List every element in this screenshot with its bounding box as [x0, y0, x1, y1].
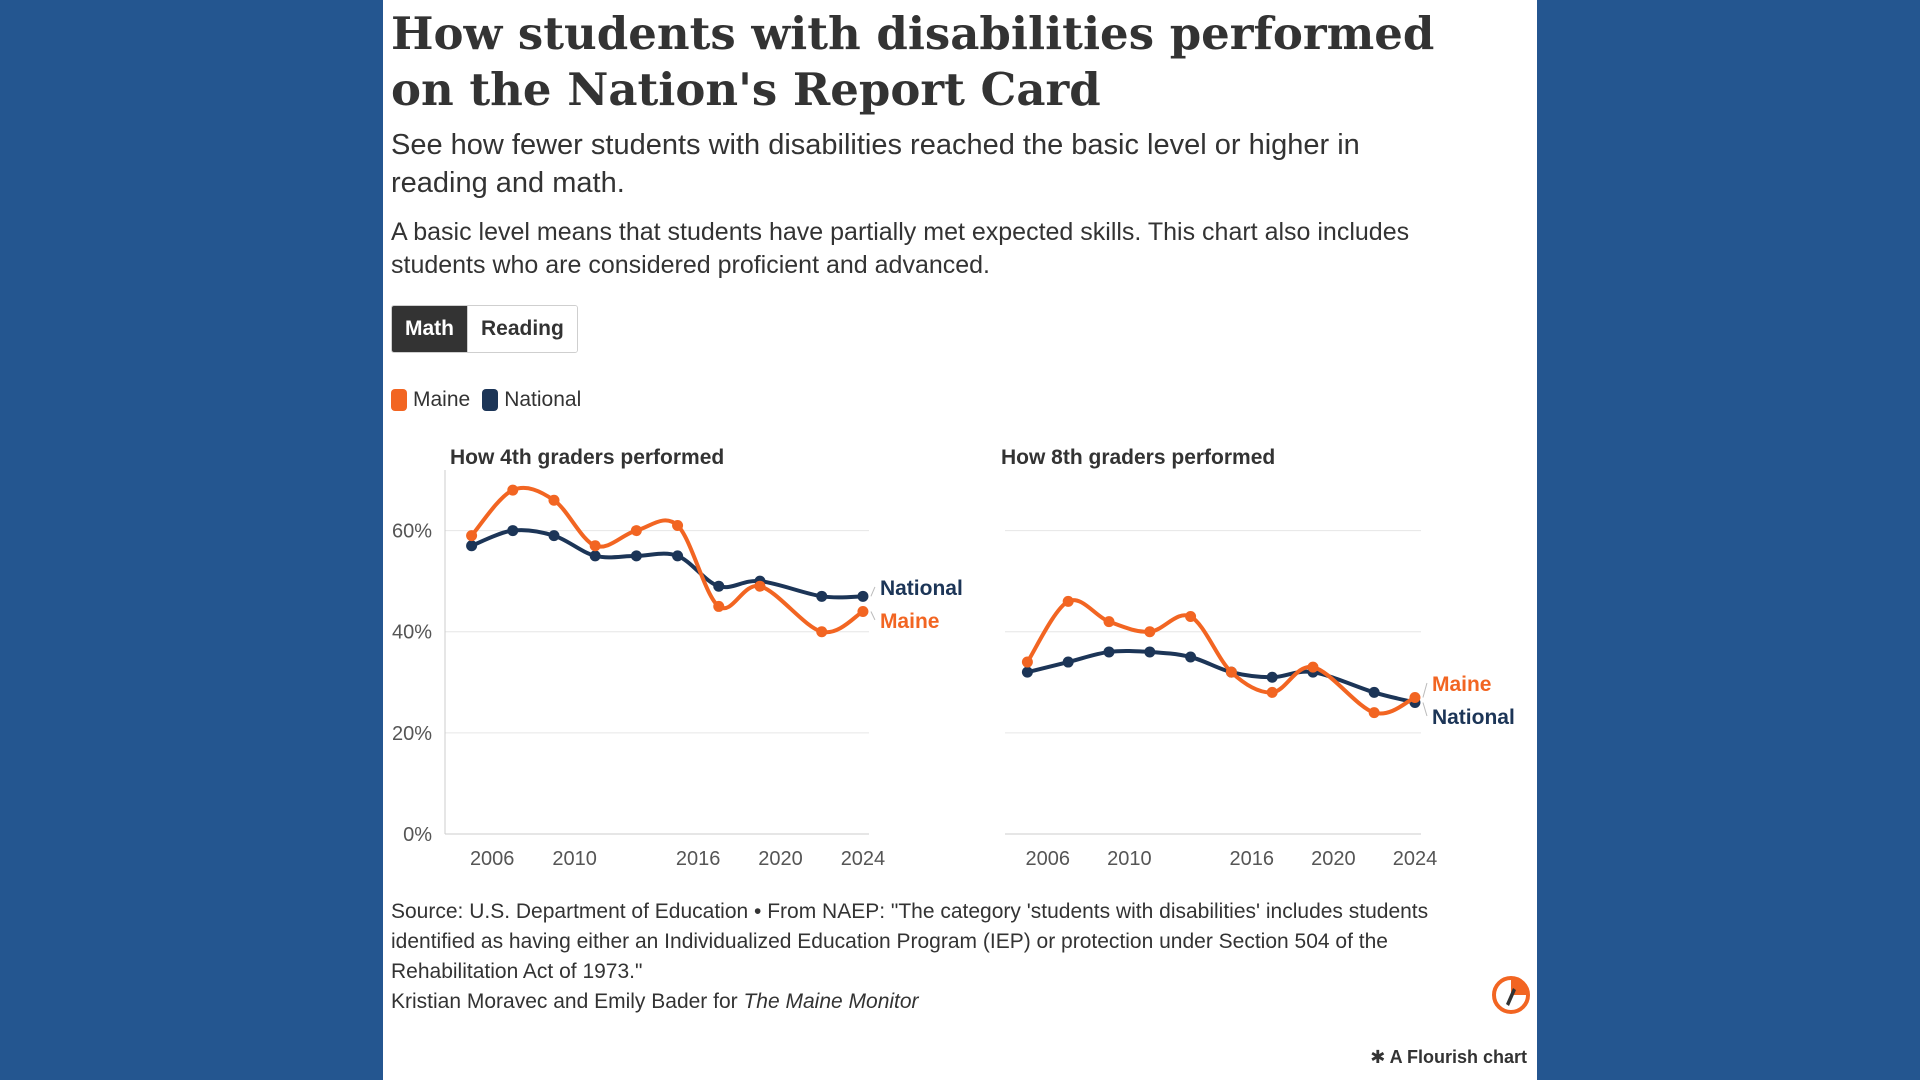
footer: Source: U.S. Department of Education • F…	[391, 897, 1501, 1017]
credit-authors: Kristian Moravec and Emily Bader for	[391, 990, 744, 1013]
x-tick-label-1-1: 2010	[1107, 848, 1152, 870]
legend-swatch-maine	[391, 389, 407, 411]
data-point-national-0-0	[466, 540, 478, 552]
math-tab-button[interactable]: Math	[392, 306, 467, 352]
data-point-national-0-5	[672, 550, 684, 562]
x-tick-label-1-0: 2006	[1026, 848, 1071, 870]
data-point-national-1-0	[1021, 666, 1033, 678]
legend-swatch-national	[482, 389, 499, 411]
data-point-national-1-2	[1103, 646, 1115, 658]
end-label-national-1: National	[1432, 706, 1515, 729]
y-tick-label-0-1: 20%	[392, 723, 432, 745]
credit-line: Kristian Moravec and Emily Bader for The…	[391, 987, 1501, 1017]
subtitle: See how fewer students with disabilities…	[391, 129, 1360, 199]
data-point-national-0-3	[589, 550, 601, 562]
data-point-national-1-1	[1062, 656, 1074, 668]
data-point-maine-0-4	[630, 525, 642, 537]
data-point-national-0-8	[816, 590, 828, 602]
x-tick-label-1-3: 2020	[1311, 848, 1356, 870]
series-line-maine-0	[470, 485, 865, 635]
data-point-maine-0-1	[507, 484, 519, 496]
y-tick-label-0-2: 40%	[392, 622, 432, 644]
legend-label-national: National	[504, 388, 582, 411]
x-tick-label-0-3: 2020	[758, 848, 803, 870]
data-point-maine-1-7	[1307, 661, 1319, 673]
page-title: How students with disabilities performed…	[391, 7, 1435, 116]
data-point-maine-0-0	[466, 530, 478, 542]
data-point-maine-1-9	[1409, 691, 1421, 703]
end-label-leader-national-1	[1422, 702, 1428, 717]
data-point-maine-1-6	[1266, 686, 1278, 698]
end-label-national-0: National	[880, 577, 963, 600]
x-tick-label-1-2: 2016	[1230, 848, 1275, 870]
end-label-maine-1: Maine	[1432, 673, 1492, 696]
y-tick-label-0-3: 60%	[392, 521, 432, 543]
legend-item-maine[interactable]: Maine	[391, 388, 470, 412]
data-point-maine-0-2	[548, 494, 560, 506]
data-point-national-1-4	[1185, 651, 1197, 663]
data-point-maine-1-0	[1021, 656, 1033, 668]
data-point-maine-1-2	[1103, 616, 1115, 628]
subject-toggle: Math Reading	[391, 305, 578, 353]
flourish-credit[interactable]: ✱ A Flourish chart	[1370, 1047, 1527, 1068]
data-point-national-1-3	[1144, 646, 1156, 658]
data-point-maine-1-1	[1062, 595, 1074, 607]
data-point-national-0-9	[857, 590, 869, 602]
flourish-asterisk-icon: ✱	[1370, 1047, 1386, 1067]
x-tick-label-0-0: 2006	[470, 848, 515, 870]
chart-title-0: How 4th graders performed	[450, 446, 724, 469]
data-point-maine-1-5	[1225, 666, 1237, 678]
data-point-national-0-6	[713, 580, 725, 592]
data-point-maine-0-9	[857, 605, 869, 617]
data-point-national-1-6	[1266, 671, 1278, 683]
legend-label-maine: Maine	[413, 388, 471, 411]
data-point-maine-0-7	[754, 580, 766, 592]
legend-item-national[interactable]: National	[482, 388, 581, 412]
source-note: Source: U.S. Department of Education • F…	[391, 900, 1429, 983]
chart-note: A basic level means that students have p…	[391, 218, 1410, 279]
maine-monitor-logo-icon	[1492, 976, 1530, 1014]
end-label-leader-maine-1	[1422, 682, 1428, 698]
x-tick-label-0-2: 2016	[676, 848, 721, 870]
credit-publication: The Maine Monitor	[743, 990, 919, 1013]
end-label-maine-0: Maine	[880, 610, 940, 633]
series-line-maine-1	[1025, 598, 1416, 716]
data-point-national-0-2	[548, 530, 560, 542]
flourish-label: A Flourish chart	[1389, 1047, 1527, 1067]
data-point-maine-1-3	[1144, 626, 1156, 638]
chart-panel: How students with disabilities performed…	[383, 0, 1537, 1080]
data-point-national-1-8	[1368, 686, 1380, 698]
chart-title-1: How 8th graders performed	[1001, 446, 1275, 469]
data-point-maine-0-8	[816, 626, 828, 638]
data-point-maine-1-8	[1368, 707, 1380, 719]
legend: Maine National	[391, 388, 593, 412]
series-line-national-0	[470, 528, 863, 600]
x-tick-label-1-4: 2024	[1393, 848, 1438, 870]
end-label-leader-national-0	[870, 586, 876, 597]
charts-area: How 4th graders performed 0% 20% 40% 60% 2006…	[392, 446, 1515, 870]
data-point-maine-1-4	[1185, 611, 1197, 623]
data-point-maine-0-3	[589, 540, 601, 552]
y-tick-label-0-0: 0%	[403, 824, 432, 846]
end-label-leader-maine-0	[870, 611, 876, 621]
x-tick-label-0-4: 2024	[841, 848, 886, 870]
data-point-national-0-4	[630, 550, 642, 562]
data-point-maine-0-6	[713, 600, 725, 612]
x-tick-label-0-1: 2010	[552, 848, 597, 870]
reading-tab-button[interactable]: Reading	[467, 306, 577, 352]
series-line-national-1	[1026, 648, 1416, 705]
data-point-national-0-1	[507, 525, 519, 537]
data-point-maine-0-5	[672, 520, 684, 532]
